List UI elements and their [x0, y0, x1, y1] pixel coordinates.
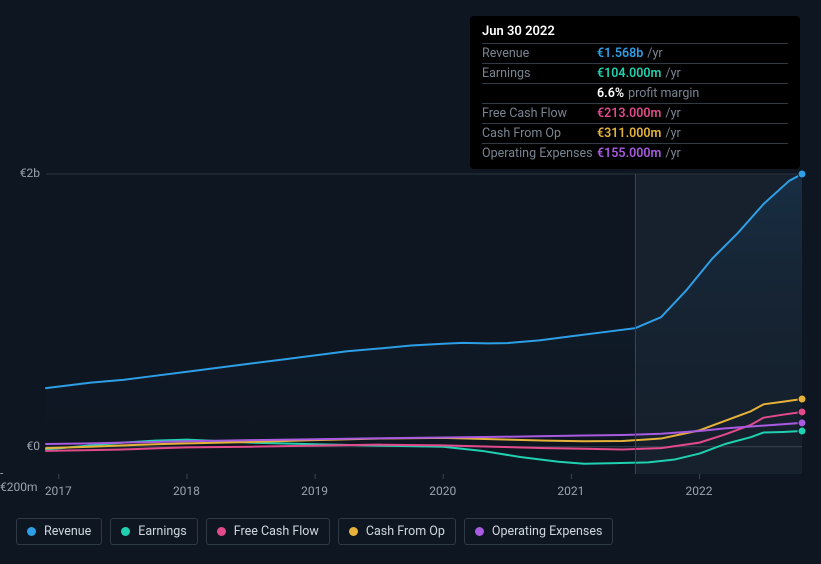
legend-swatch: [27, 527, 36, 536]
legend-label: Free Cash Flow: [234, 524, 319, 539]
legend-item-free-cash-flow[interactable]: Free Cash Flow: [206, 518, 330, 545]
tooltip-metric-label: Cash From Op: [482, 126, 597, 141]
chart-legend: Revenue Earnings Free Cash Flow Cash From O…: [16, 518, 613, 545]
tooltip-metric-suffix: /yr: [665, 106, 680, 121]
x-axis-label: 2019: [301, 484, 328, 498]
y-axis-label: €2b: [20, 166, 40, 180]
tooltip-metric-suffix: /yr: [665, 66, 680, 81]
tooltip-row: Operating Expenses€155.000m/yr: [482, 143, 788, 163]
legend-label: Revenue: [44, 524, 91, 539]
legend-swatch: [349, 527, 358, 536]
legend-swatch: [475, 527, 484, 536]
series-end-marker: [798, 395, 806, 403]
legend-item-revenue[interactable]: Revenue: [16, 518, 102, 545]
tooltip-row: 6.6% profit margin: [482, 83, 788, 103]
legend-item-earnings[interactable]: Earnings: [110, 518, 197, 545]
tooltip-metric-value: €311.000m: [597, 126, 661, 141]
legend-swatch: [217, 527, 226, 536]
tooltip-metric-suffix: profit margin: [628, 86, 699, 101]
tooltip-metric-value: €104.000m: [597, 66, 661, 81]
legend-swatch: [121, 527, 130, 536]
tooltip-metric-value: €155.000m: [597, 146, 661, 161]
series-end-marker: [798, 427, 806, 435]
tooltip-row: Cash From Op€311.000m/yr: [482, 123, 788, 143]
legend-label: Earnings: [138, 524, 186, 539]
y-axis-label: €0: [27, 439, 41, 453]
tooltip-metric-label: Earnings: [482, 66, 597, 81]
legend-label: Operating Expenses: [492, 524, 603, 539]
tooltip-metric-suffix: /yr: [647, 46, 662, 61]
legend-item-cash-from-op[interactable]: Cash From Op: [338, 518, 456, 545]
tooltip-row: Earnings€104.000m/yr: [482, 63, 788, 83]
tooltip-metric-suffix: /yr: [665, 146, 680, 161]
series-end-marker: [798, 170, 806, 178]
y-axis-label: -€200m: [0, 466, 40, 494]
series-end-marker: [798, 408, 806, 416]
tooltip-row: Revenue€1.568b/yr: [482, 43, 788, 63]
x-axis-label: 2018: [173, 484, 200, 498]
tooltip-row: Free Cash Flow€213.000m/yr: [482, 103, 788, 123]
tooltip-metric-value: €1.568b: [597, 46, 643, 61]
x-axis-label: 2020: [429, 484, 456, 498]
tooltip-metric-value: 6.6%: [597, 86, 624, 101]
legend-item-operating-expenses[interactable]: Operating Expenses: [464, 518, 614, 545]
x-axis-label: 2022: [685, 484, 712, 498]
legend-label: Cash From Op: [366, 524, 445, 539]
chart-tooltip: Jun 30 2022 Revenue€1.568b/yrEarnings€10…: [470, 16, 800, 169]
x-axis-label: 2021: [557, 484, 584, 498]
tooltip-metric-suffix: /yr: [665, 126, 680, 141]
tooltip-metric-label: Revenue: [482, 46, 597, 61]
tooltip-metric-value: €213.000m: [597, 106, 661, 121]
tooltip-date: Jun 30 2022: [482, 24, 788, 43]
x-axis-label: 2017: [45, 484, 72, 498]
series-end-marker: [798, 419, 806, 427]
tooltip-metric-label: Free Cash Flow: [482, 106, 597, 121]
tooltip-metric-label: Operating Expenses: [482, 146, 597, 161]
